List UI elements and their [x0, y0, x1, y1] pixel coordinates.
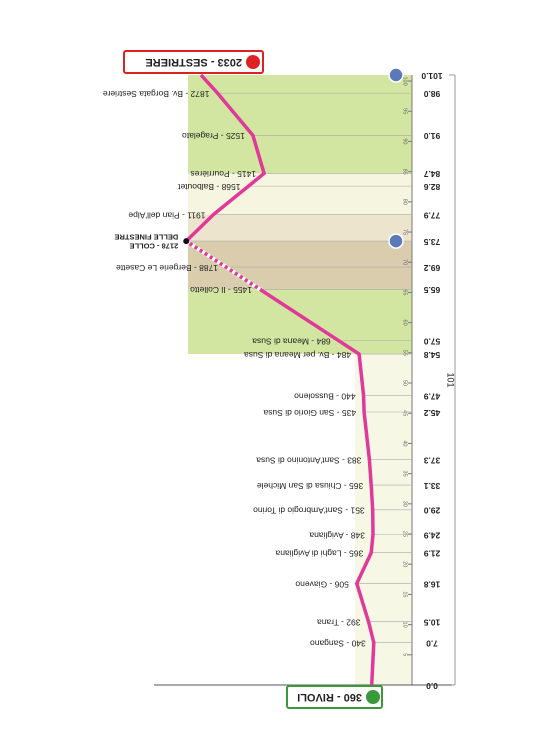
- tick-label: 10: [402, 622, 408, 628]
- point-label: 435 - San Giorio di Susa: [263, 408, 356, 418]
- start-label: 360 - RIVOLI: [297, 691, 362, 703]
- km-label: 0.0: [426, 681, 438, 691]
- tick-label: 50: [402, 380, 408, 386]
- km-label: 16.8: [423, 579, 440, 589]
- climb-band: [188, 75, 412, 174]
- climb-band: [188, 173, 412, 215]
- point-label: 365 - Chiusa di San Michele: [257, 481, 364, 491]
- climb-band: [188, 289, 412, 355]
- tick-label: 30: [402, 501, 408, 507]
- profile-line: [184, 73, 376, 686]
- point-label: 383 - Sant'Antonino di Susa: [256, 455, 361, 465]
- tick-label: 25: [402, 531, 408, 537]
- point-label: DELLE FINESTRE: [114, 233, 178, 242]
- km-label: 33.1: [423, 481, 440, 491]
- start-box: [286, 685, 383, 709]
- tick-label: 70: [402, 259, 408, 265]
- tick-label: 65: [402, 289, 408, 295]
- tick-label: 55: [402, 350, 408, 356]
- point-label: 1415 - Pourrières: [190, 169, 256, 179]
- start-icon: [366, 690, 380, 704]
- finish-icon: [246, 55, 260, 69]
- point-label: 2178 - COLLE: [129, 242, 178, 251]
- point-label: 392 - Trana: [317, 617, 361, 627]
- km-label: 57.0: [423, 336, 440, 346]
- finish-label: 2033 - SESTRIERE: [145, 56, 242, 68]
- km-label: 10.5: [423, 617, 440, 627]
- tick-label: 5: [402, 653, 408, 656]
- kom-marker: [388, 233, 404, 249]
- tick-label: 40: [402, 440, 408, 446]
- point-label: 365 - Laghi di Avigliana: [275, 548, 363, 558]
- km-label: 101.0: [421, 71, 443, 81]
- point-label: 484 - Bv. per Meana di Susa: [244, 350, 351, 360]
- finish-box: [123, 50, 264, 74]
- tick-label: 85: [402, 169, 408, 175]
- km-label: 29.0: [423, 506, 440, 516]
- km-label: 91.0: [423, 131, 440, 141]
- km-label: 7.0: [426, 638, 438, 648]
- km-label: 47.9: [423, 391, 440, 401]
- dotted-overlay: [185, 239, 262, 292]
- tick-label: 60: [402, 320, 408, 326]
- point-label: 340 - Sangano: [310, 638, 366, 648]
- point-label: 506 - Giaveno: [295, 579, 349, 589]
- point-label: 351 - Sant'Ambrogio di Torino: [253, 506, 365, 516]
- km-label: 84.7: [423, 169, 440, 179]
- km-label: 77.9: [423, 210, 440, 220]
- km-label: 21.9: [423, 548, 440, 558]
- summit-dot: [183, 238, 190, 245]
- tick-label: 75: [402, 229, 408, 235]
- tick-label: 35: [402, 471, 408, 477]
- tick-label: 100: [402, 76, 408, 85]
- tick-label: 90: [402, 138, 408, 144]
- kom-marker: [388, 67, 404, 83]
- point-label: 684 - Meana di Susa: [252, 336, 331, 346]
- km-label: 98.0: [423, 89, 440, 99]
- point-label: 348 - Avigliana: [309, 530, 365, 540]
- tick-label: 20: [402, 561, 408, 567]
- point-label: 1568 - Balboutet: [177, 182, 240, 192]
- point-label: 1525 - Pragelato: [182, 131, 245, 141]
- km-label: 69.2: [423, 263, 440, 273]
- point-label: 1455 - Il Colletto: [190, 285, 252, 295]
- km-label: 65.5: [423, 285, 440, 295]
- km-label: 82.6: [423, 182, 440, 192]
- km-label: 37.3: [423, 455, 440, 465]
- tick-label: 95: [402, 108, 408, 114]
- tick-label: 45: [402, 410, 408, 416]
- km-label: 54.8: [423, 350, 440, 360]
- km-label: 45.2: [423, 408, 440, 418]
- total-distance: 101: [446, 372, 456, 387]
- climb-band: [188, 214, 412, 242]
- point-label: 1872 - Bv. Borgata Sestriere: [103, 89, 210, 99]
- tick-label: 15: [402, 591, 408, 597]
- point-label: 1911 - Pian dell'Alpe: [128, 210, 205, 220]
- km-label: 24.9: [423, 530, 440, 540]
- tick-label: 80: [402, 199, 408, 205]
- point-label: 440 - Bussoleno: [294, 391, 356, 401]
- point-label: 1788 - Bergerie Le Casette: [116, 263, 218, 273]
- km-label: 73.5: [423, 237, 440, 247]
